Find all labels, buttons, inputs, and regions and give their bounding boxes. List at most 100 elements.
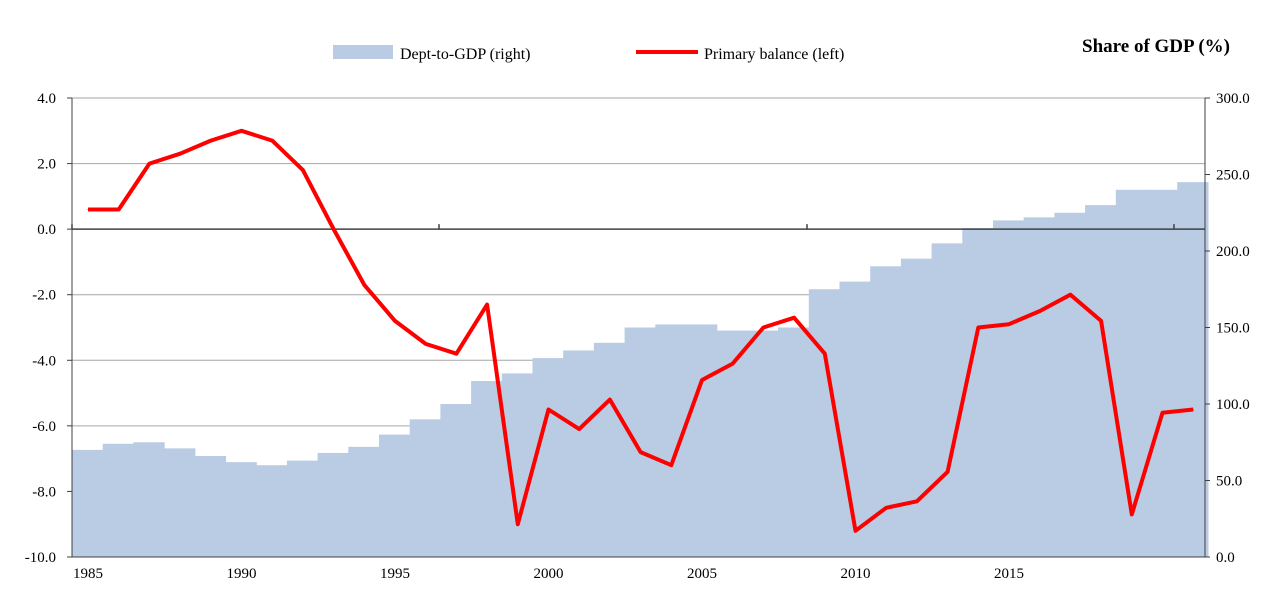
left-tick-label: 4.0 [37, 91, 56, 107]
debt-bar [563, 350, 595, 557]
debt-bar [102, 443, 134, 557]
debt-bar [931, 243, 963, 557]
debt-bar [1146, 189, 1178, 558]
x-tick-label: 1990 [227, 566, 257, 582]
primary-balance-point [762, 327, 764, 328]
debt-bar [164, 448, 196, 557]
debt-bar [225, 462, 257, 557]
left-tick-label: -2.0 [32, 288, 56, 304]
primary-balance-point [578, 428, 580, 430]
primary-balance-point [609, 399, 611, 401]
primary-balance-point [1131, 513, 1133, 515]
primary-balance-point [824, 353, 826, 355]
x-tick-label: 2000 [534, 566, 564, 582]
primary-balance-point [118, 208, 120, 210]
primary-balance-point [179, 153, 181, 155]
primary-balance-point [1069, 294, 1071, 296]
primary-balance-point [333, 228, 335, 230]
primary-balance-point [1039, 310, 1041, 312]
primary-balance-point [947, 471, 949, 473]
debt-bar [256, 465, 288, 557]
primary-balance-point [394, 320, 396, 322]
right-tick-label: 50.0 [1216, 474, 1242, 490]
primary-balance-point [425, 343, 427, 345]
primary-balance-point [977, 327, 979, 328]
debt-bar [778, 327, 810, 557]
primary-balance-point [1008, 323, 1010, 325]
right-tick-label: 200.0 [1216, 244, 1250, 260]
primary-balance-point [793, 317, 795, 319]
debt-bar [317, 452, 349, 557]
primary-balance-point [1192, 408, 1194, 410]
x-tick-label: 1985 [73, 566, 103, 582]
x-tick-label: 1995 [380, 566, 410, 582]
legend-label-primary-balance: Primary balance (left) [704, 46, 844, 63]
debt-bar [471, 381, 503, 557]
debt-bar [1115, 189, 1148, 558]
legend: Dept-to-GDP (right) Primary balance (lef… [333, 45, 844, 63]
debt-bar [870, 266, 902, 557]
primary-balance-line [87, 128, 1194, 533]
debt-bar [440, 404, 472, 557]
primary-balance-point [148, 163, 150, 165]
primary-balance-point [87, 208, 89, 210]
primary-balance-point [670, 464, 672, 466]
primary-balance-point [701, 379, 703, 381]
debt-bar [839, 281, 871, 557]
right-tick-label: 0.0 [1216, 550, 1235, 566]
legend-label-debt: Dept-to-GDP (right) [400, 46, 531, 63]
debt-bar [1023, 217, 1055, 557]
primary-balance-point [241, 130, 242, 132]
x-tick-label: 2010 [841, 566, 871, 582]
debt-bar [900, 258, 933, 557]
debt-bars [72, 182, 1209, 558]
primary-balance-point [916, 500, 918, 502]
chart-title: Share of GDP (%) [1082, 36, 1230, 57]
debt-bar [1177, 182, 1209, 557]
primary-balance-point [885, 507, 887, 509]
primary-balance-point [363, 284, 365, 286]
debt-bar [686, 324, 718, 557]
debt-bar [501, 373, 534, 557]
left-tick-label: -8.0 [32, 484, 56, 500]
primary-balance-point [548, 408, 549, 410]
debt-bar [993, 220, 1025, 557]
right-tick-label: 250.0 [1216, 168, 1250, 184]
legend-swatch-debt [333, 45, 393, 59]
tick-labels: 4.0 2.0 0.0 -2.0 -4.0 -6.0 -8.0 -10.0 300.0 250.0… [25, 91, 1250, 582]
primary-balance-point [1162, 412, 1163, 414]
x-tick-label: 2005 [687, 566, 717, 582]
debt-bar [747, 330, 779, 557]
debt-bar [72, 449, 104, 557]
right-tick-label: 150.0 [1216, 321, 1250, 337]
debt-bar [1054, 212, 1086, 557]
primary-balance-point [855, 530, 856, 532]
primary-balance-point [271, 140, 273, 142]
debt-bar [409, 419, 441, 557]
left-tick-label: 0.0 [37, 222, 56, 238]
debt-bar [593, 342, 626, 557]
debt-bar [962, 228, 994, 558]
left-tick-label: -4.0 [32, 353, 56, 369]
debt-bar [133, 442, 165, 557]
axes [67, 97, 1210, 558]
primary-balance-point [732, 363, 734, 365]
debt-bar [624, 327, 656, 557]
primary-balance-point [455, 353, 457, 355]
primary-balance-point [517, 523, 519, 525]
primary-balance-point [302, 169, 304, 171]
debt-bar [286, 460, 319, 557]
left-tick-label: -6.0 [32, 419, 56, 435]
right-tick-label: 100.0 [1216, 397, 1250, 413]
x-tick-label: 2015 [994, 566, 1024, 582]
debt-bar [532, 358, 564, 557]
primary-balance-point [210, 140, 212, 142]
primary-balance-point [486, 304, 488, 306]
left-tick-label: 2.0 [37, 157, 56, 173]
debt-bar [379, 434, 411, 557]
debt-bar [194, 456, 227, 557]
primary-balance-point [640, 451, 642, 453]
primary-balance-point [1100, 320, 1102, 322]
debt-bar [348, 446, 380, 557]
